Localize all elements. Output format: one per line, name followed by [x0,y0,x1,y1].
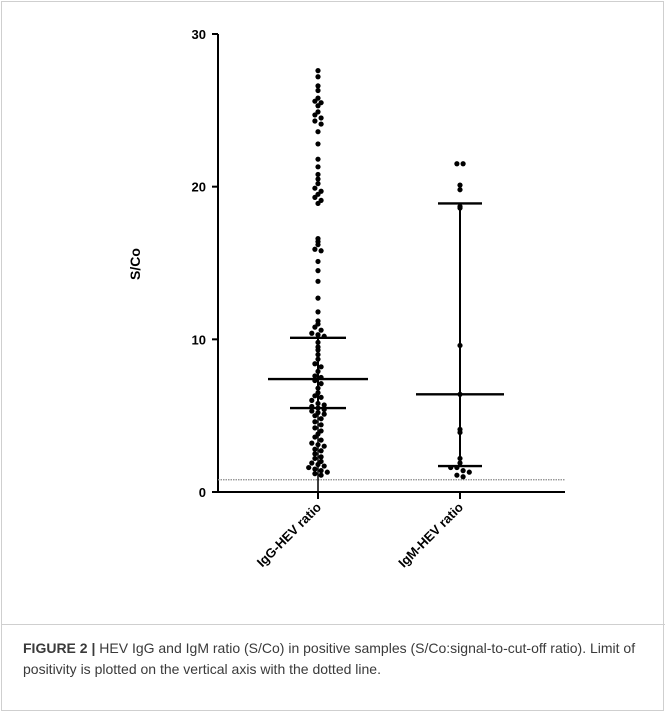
data-point [318,394,324,400]
data-point [315,278,321,284]
y-axis-label: S/Co [127,248,143,280]
figure-caption: FIGURE 2 | HEV IgG and IgM ratio (S/Co) … [23,638,638,680]
data-point [309,397,315,403]
data-point [318,416,324,422]
y-tick-label: 0 [199,485,206,500]
data-point [318,468,324,474]
data-point [315,242,321,248]
data-point [318,248,324,254]
data-point [321,463,327,469]
data-point [318,448,324,454]
data-point [466,469,472,475]
data-point [454,472,460,478]
data-point [315,129,321,135]
y-tick-label: 20 [192,180,206,195]
data-point [309,408,315,414]
data-point [312,361,318,367]
data-point [315,74,321,80]
y-tick-label: 10 [192,332,206,347]
data-point [460,474,466,480]
data-point [315,141,321,147]
caption-divider [2,624,665,625]
data-point [318,472,324,478]
data-point [460,468,466,474]
data-point [312,446,318,452]
data-point [309,460,315,466]
data-point [312,419,318,425]
data-point [318,364,324,370]
x-tick-label: IgM-HEV ratio [395,499,466,570]
data-point [312,324,318,330]
data-point [312,455,318,462]
data-point [315,164,321,170]
data-point [309,440,315,446]
data-point [312,413,318,419]
data-point [315,268,321,274]
data-point [312,112,318,118]
data-point [312,466,318,472]
scatter-chart: 0 10 20 30 IgG-HEV ratio IgM-HEV ratio S/Co [127,27,565,570]
data-point [312,98,318,104]
data-point [315,176,321,182]
data-point [315,103,321,109]
data-point [315,309,321,315]
data-point [312,425,318,431]
x-tick-label: IgG-HEV ratio [254,499,324,569]
data-point [318,115,324,121]
data-point [457,187,463,193]
data-point [321,402,327,408]
data-point [312,194,318,200]
data-point [324,469,330,475]
data-point [315,83,321,89]
data-point [312,185,318,191]
data-point [312,471,318,477]
data-point [315,258,321,265]
data-point [312,118,318,124]
data-point [454,161,460,167]
data-point [312,373,318,379]
data-point [315,171,321,178]
data-point [457,182,463,188]
data-point [312,246,318,252]
data-point [318,327,324,333]
caption-text: HEV IgG and IgM ratio (S/Co) in positive… [23,640,636,677]
data-point [318,437,324,443]
data-point [312,451,318,457]
data-point [318,121,324,127]
data-point [312,434,318,440]
data-point [315,87,321,94]
data-point [321,443,327,449]
plot-area: 0 10 20 30 IgG-HEV ratio IgM-HEV ratio [192,27,565,570]
data-point [315,181,321,187]
y-tick-label: 30 [192,27,206,42]
data-point [318,381,324,387]
data-point [315,68,321,74]
data-point [318,454,324,460]
data-point [312,393,318,399]
data-point [315,156,321,162]
data-point [321,411,327,417]
data-point [306,464,312,471]
data-point [460,161,466,167]
data-point [309,330,315,336]
data-point [315,200,321,207]
caption-label: FIGURE 2 | [23,640,96,656]
data-point [318,422,324,428]
data-point [315,295,321,301]
data-point [315,332,321,338]
